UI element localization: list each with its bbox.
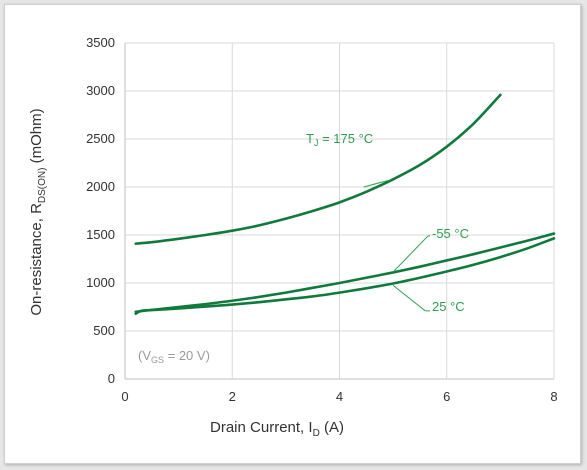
x-axis-title: Drain Current, ID (A) [210,419,344,439]
y-tick-label: 500 [93,323,115,338]
series-line-25c [134,237,556,316]
y-tick-label: 2500 [86,131,115,146]
x-tick-label: 8 [550,389,557,404]
series-line-minus55c [134,232,556,314]
series-line-175c [134,93,502,245]
chart-frame: 0 2 4 6 8 0 500 1000 1500 2000 2500 3000 3500 Drain… [4,4,581,464]
leader-minus55c [392,235,429,273]
y-axis-title: On-resistance, RDS(ON) (mOhm) [28,108,48,315]
x-tick-label: 4 [336,389,343,404]
label-minus55c: -55 °C [432,226,469,241]
label-175c: TJ = 175 °C [306,131,373,148]
x-tick-label: 2 [229,389,236,404]
y-tick-label: 3500 [86,35,115,50]
grid [124,42,555,380]
condition-note: (VGS = 20 V) [138,348,210,365]
series-lines [134,93,556,316]
y-tick-label: 1500 [86,227,115,242]
y-tick-label: 2000 [86,179,115,194]
y-tick-label: 3000 [86,83,115,98]
leader-25c [392,285,426,312]
x-tick-labels: 0 2 4 6 8 [121,389,557,404]
y-tick-label: 1000 [86,275,115,290]
x-tick-label: 6 [443,389,450,404]
y-tick-label: 0 [108,371,115,386]
chart-svg: 0 2 4 6 8 0 500 1000 1500 2000 2500 3000 3500 Drain… [28,35,558,439]
x-tick-label: 0 [121,389,128,404]
label-25c: 25 °C [432,299,465,314]
leader-175c [363,179,391,188]
y-tick-labels: 0 500 1000 1500 2000 2500 3000 3500 [86,35,115,386]
annotation-leaders [363,179,430,312]
